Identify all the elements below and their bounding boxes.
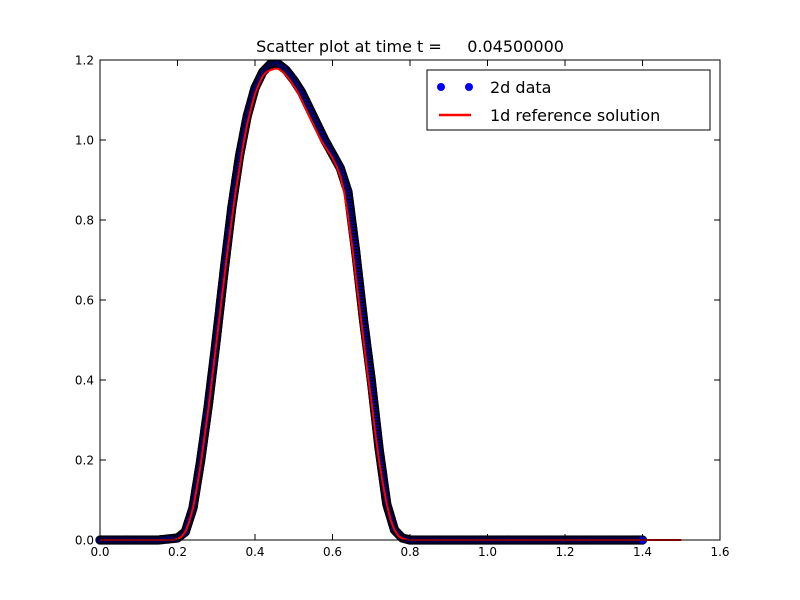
x-tick-label: 0.4 bbox=[245, 545, 264, 559]
y-tick-label: 0.0 bbox=[75, 534, 94, 548]
x-tick-label: 0.0 bbox=[90, 545, 109, 559]
y-tick-label: 0.2 bbox=[75, 454, 94, 468]
axes-frame bbox=[99, 59, 721, 541]
legend-box bbox=[426, 69, 711, 131]
legend-label-2d-data: 2d data bbox=[490, 78, 551, 97]
chart-title: Scatter plot at time t = 0.04500000 bbox=[256, 37, 564, 56]
plot-area: 0.0 0.2 0.4 0.6 0.8 1.0 1.2 1.4 1.6 0.0 0.2 0.4 0.6 0… bbox=[75, 54, 730, 560]
x-tick-label: 0.6 bbox=[323, 545, 342, 559]
y-tick-label: 0.8 bbox=[75, 214, 94, 228]
y-tick-label: 1.0 bbox=[75, 134, 94, 148]
series-layer bbox=[95, 59, 682, 545]
x-tick-label: 0.2 bbox=[168, 545, 187, 559]
axes-frame-outline bbox=[99, 59, 721, 541]
x-tick-label: 0.8 bbox=[400, 545, 419, 559]
series-1d-reference-line bbox=[100, 67, 682, 541]
y-tick-label: 0.4 bbox=[75, 374, 94, 388]
legend-label-1d-reference: 1d reference solution bbox=[490, 106, 660, 125]
y-tick-label: 1.2 bbox=[75, 54, 94, 68]
legend-marker-dot bbox=[437, 83, 445, 91]
legend: 2d data 1d reference solution bbox=[426, 69, 711, 131]
x-tick-label: 1.4 bbox=[633, 545, 652, 559]
ticks-layer: 0.0 0.2 0.4 0.6 0.8 1.0 1.2 1.4 1.6 0.0 0.2 0.4 0.6 0… bbox=[75, 54, 730, 560]
x-tick-label: 1.6 bbox=[710, 545, 729, 559]
y-tick-label: 0.6 bbox=[75, 294, 94, 308]
legend-marker-dot bbox=[465, 83, 473, 91]
x-tick-label: 1.2 bbox=[555, 545, 574, 559]
x-tick-label: 1.0 bbox=[478, 545, 497, 559]
